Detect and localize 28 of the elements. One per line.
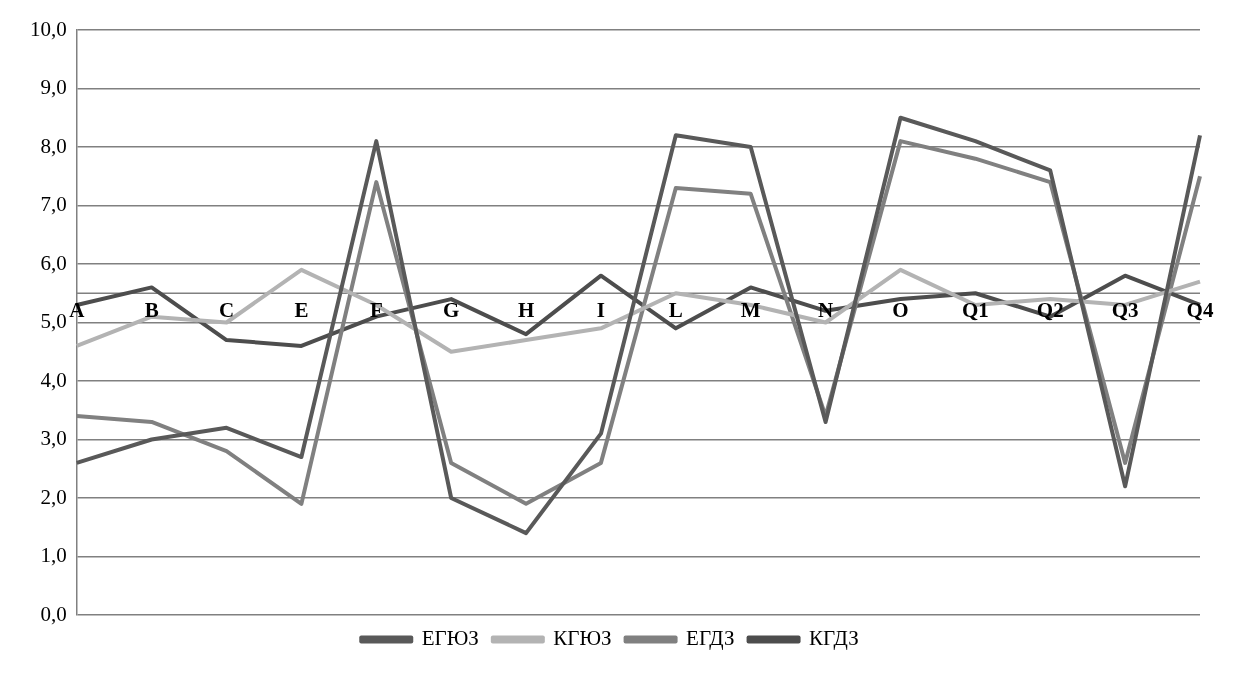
y-tick-label: 3,0	[40, 426, 67, 451]
legend-label: ЕГЮЗ	[421, 626, 479, 651]
y-tick-label: 6,0	[40, 250, 67, 275]
x-tick-label: O	[892, 298, 909, 323]
y-tick-label: 0,0	[40, 601, 67, 626]
y-tick-label: 1,0	[40, 543, 67, 568]
legend-label: КГДЗ	[809, 626, 859, 651]
x-tick-label: M	[740, 298, 761, 323]
y-tick-label: 10,0	[30, 16, 67, 41]
legend-label: КГЮЗ	[553, 626, 612, 651]
x-tick-label: A	[69, 298, 86, 323]
y-tick-label: 8,0	[40, 133, 67, 158]
x-tick-label: H	[517, 298, 535, 323]
x-tick-label: Q1	[961, 298, 989, 323]
x-tick-label: C	[218, 298, 235, 323]
x-tick-label: Q3	[1111, 298, 1139, 323]
legend-label: ЕГДЗ	[686, 626, 735, 651]
x-tick-label: I	[596, 298, 606, 323]
x-tick-label: B	[144, 298, 159, 323]
y-tick-label: 2,0	[40, 484, 67, 509]
x-tick-label: G	[442, 298, 460, 323]
y-tick-label: 9,0	[40, 75, 67, 100]
y-tick-label: 5,0	[40, 309, 67, 334]
x-tick-label: E	[294, 298, 309, 323]
y-tick-label: 7,0	[40, 192, 67, 217]
y-tick-label: 4,0	[40, 367, 67, 392]
x-tick-label: Q4	[1186, 298, 1214, 323]
x-tick-label: L	[668, 298, 683, 323]
